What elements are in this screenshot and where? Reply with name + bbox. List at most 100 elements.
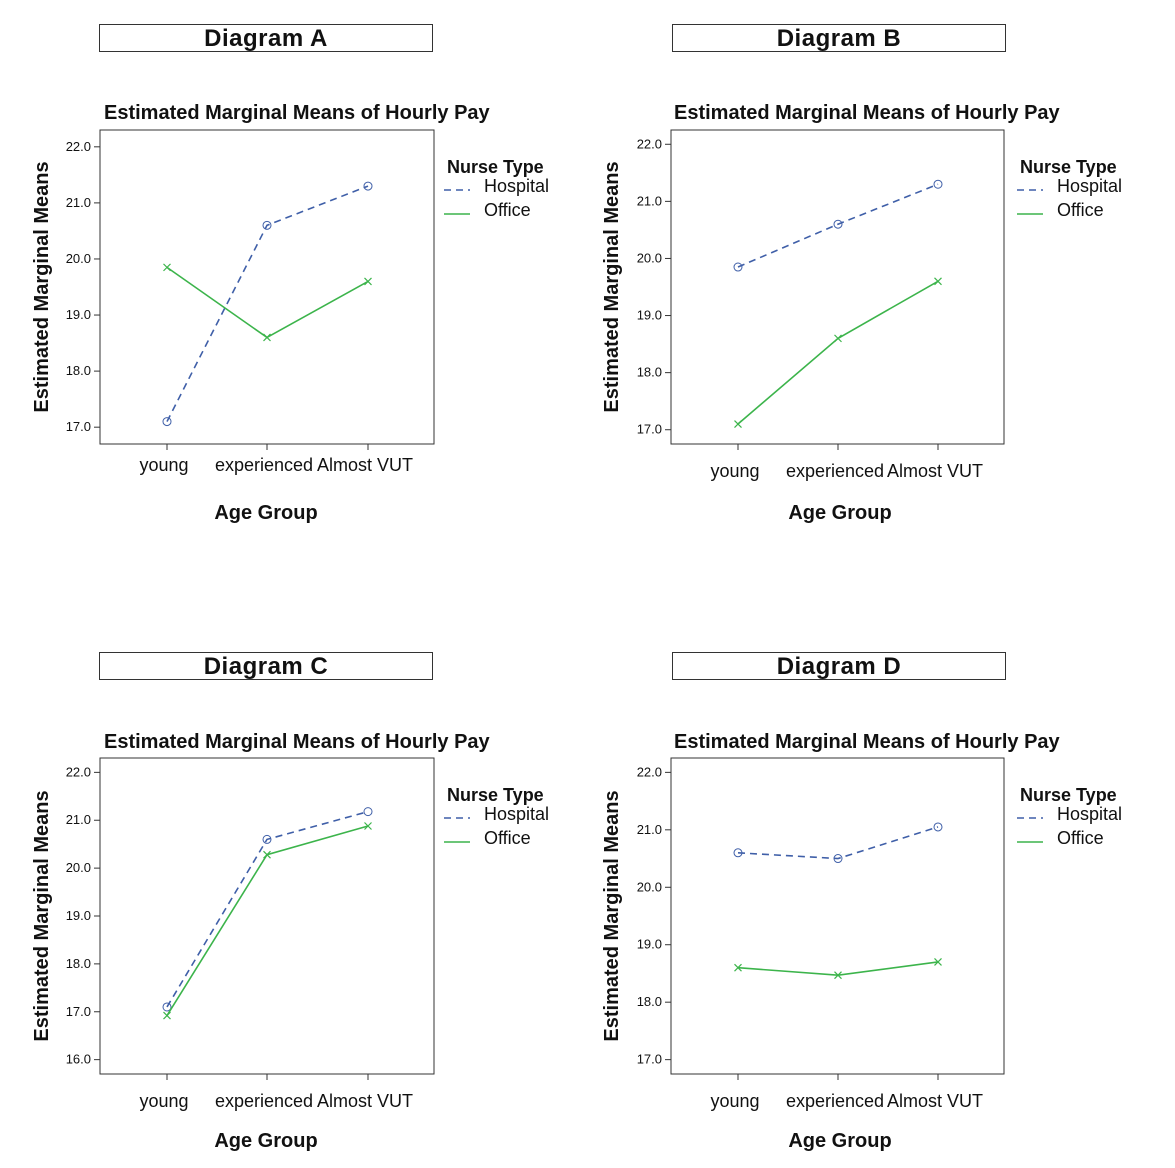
x-axis-title: Age Group — [788, 1130, 891, 1152]
y-tick-label: 20.0 — [637, 879, 662, 894]
x-tick-label: Almost VUT — [317, 1091, 413, 1111]
y-axis: 17.0 18.0 19.0 20.0 21.0 22.0 — [66, 139, 100, 434]
y-axis: 16.0 17.0 18.0 19.0 20.0 21.0 22.0 — [66, 764, 100, 1067]
data-point-hospital — [262, 834, 272, 844]
diagram-label: Diagram D — [672, 652, 1006, 680]
x-tick-label: young — [139, 1091, 188, 1111]
y-axis-title: Estimated Marginal Means — [31, 161, 53, 412]
y-tick-label: 18.0 — [637, 994, 662, 1009]
diagram-d-panel: Diagram D Estimated Marginal Means of Ho… — [573, 628, 1133, 1168]
data-point-hospital — [833, 854, 843, 864]
diagram-b-panel: Diagram B Estimated Marginal Means of Ho… — [573, 0, 1133, 540]
series-line-hospital — [166, 810, 369, 1008]
chart-title: Estimated Marginal Means of Hourly Pay — [104, 102, 491, 124]
legend-title: Nurse Type — [1020, 785, 1117, 805]
diagram-label: Diagram B — [672, 24, 1006, 52]
y-tick-label: 22.0 — [637, 136, 662, 151]
series-group — [733, 179, 943, 428]
series-line-office — [737, 961, 939, 976]
y-tick-label: 19.0 — [66, 908, 91, 923]
y-tick-label: 21.0 — [637, 193, 662, 208]
y-tick-label: 20.0 — [637, 250, 662, 265]
diagram-c-panel: Diagram C Estimated Marginal Means of Ho… — [0, 628, 560, 1168]
x-axis-title: Age Group — [214, 502, 317, 524]
x-tick-label: experienced — [215, 455, 313, 475]
series-line-hospital — [737, 826, 939, 860]
series-line-hospital — [737, 183, 939, 268]
y-tick-label: 19.0 — [637, 937, 662, 952]
diagram-label: Diagram C — [99, 652, 433, 680]
y-tick-label: 22.0 — [66, 764, 91, 779]
y-axis: 17.0 18.0 19.0 20.0 21.0 22.0 — [637, 764, 671, 1067]
y-axis-title: Estimated Marginal Means — [601, 790, 623, 1041]
y-tick-label: 16.0 — [66, 1052, 91, 1067]
x-tick-label: experienced — [786, 1091, 884, 1111]
data-point-office — [163, 1011, 171, 1020]
legend-label-office: Office — [1057, 828, 1104, 848]
data-point-office — [163, 263, 171, 272]
y-tick-label: 17.0 — [66, 1004, 91, 1019]
data-point-office — [364, 277, 372, 286]
y-tick-label: 19.0 — [66, 307, 91, 322]
chart-svg: Estimated Marginal Means of Hourly Pay 1… — [31, 102, 549, 524]
chart-svg: Estimated Marginal Means of Hourly Pay 1… — [601, 102, 1122, 524]
x-tick-label: young — [710, 461, 759, 481]
legend-label-hospital: Hospital — [484, 804, 549, 824]
legend-title: Nurse Type — [447, 785, 544, 805]
plot-frame — [670, 757, 1005, 1075]
data-point-hospital — [933, 179, 943, 189]
data-point-office — [834, 971, 842, 980]
data-point-hospital — [162, 417, 172, 427]
y-tick-label: 17.0 — [66, 419, 91, 434]
plot-frame — [99, 757, 435, 1075]
data-point-hospital — [262, 220, 272, 230]
data-point-hospital — [833, 219, 843, 229]
plot-frame — [670, 129, 1005, 445]
series-group — [162, 807, 373, 1020]
x-axis: young experienced Almost VUT — [139, 444, 413, 475]
legend-label-hospital: Hospital — [484, 176, 549, 196]
legend-label-office: Office — [1057, 200, 1104, 220]
y-axis-title: Estimated Marginal Means — [31, 790, 53, 1041]
data-point-office — [734, 963, 742, 972]
series-line-office — [166, 266, 369, 339]
legend-label-hospital: Hospital — [1057, 804, 1122, 824]
y-axis-title: Estimated Marginal Means — [601, 161, 623, 412]
series-group — [733, 822, 943, 980]
y-tick-label: 17.0 — [637, 1052, 662, 1067]
chart-svg: Estimated Marginal Means of Hourly Pay 1… — [601, 731, 1122, 1152]
series-group — [162, 181, 373, 427]
data-point-office — [834, 334, 842, 343]
data-point-hospital — [733, 848, 743, 858]
y-tick-label: 21.0 — [66, 195, 91, 210]
y-tick-label: 17.0 — [637, 422, 662, 437]
data-point-hospital — [363, 807, 373, 817]
x-tick-label: experienced — [215, 1091, 313, 1111]
chart-title: Estimated Marginal Means of Hourly Pay — [674, 731, 1061, 753]
legend-label-office: Office — [484, 828, 531, 848]
series-line-office — [737, 280, 939, 425]
y-tick-label: 20.0 — [66, 860, 91, 875]
x-tick-label: Almost VUT — [887, 461, 983, 481]
x-tick-label: young — [710, 1091, 759, 1111]
plot-frame — [99, 129, 435, 445]
chart-svg: Estimated Marginal Means of Hourly Pay 1… — [31, 731, 549, 1152]
data-point-office — [263, 333, 271, 342]
data-point-hospital — [933, 822, 943, 832]
x-tick-label: Almost VUT — [317, 455, 413, 475]
x-tick-label: Almost VUT — [887, 1091, 983, 1111]
data-point-office — [934, 277, 942, 286]
series-line-hospital — [166, 185, 369, 422]
data-point-office — [734, 420, 742, 428]
diagram-label: Diagram A — [99, 24, 433, 52]
y-axis: 17.0 18.0 19.0 20.0 21.0 22.0 — [637, 136, 671, 437]
y-tick-label: 22.0 — [66, 139, 91, 154]
x-axis: young experienced Almost VUT — [139, 1074, 413, 1111]
y-tick-label: 21.0 — [637, 822, 662, 837]
data-point-office — [263, 850, 271, 859]
legend-label-hospital: Hospital — [1057, 176, 1122, 196]
y-tick-label: 22.0 — [637, 764, 662, 779]
